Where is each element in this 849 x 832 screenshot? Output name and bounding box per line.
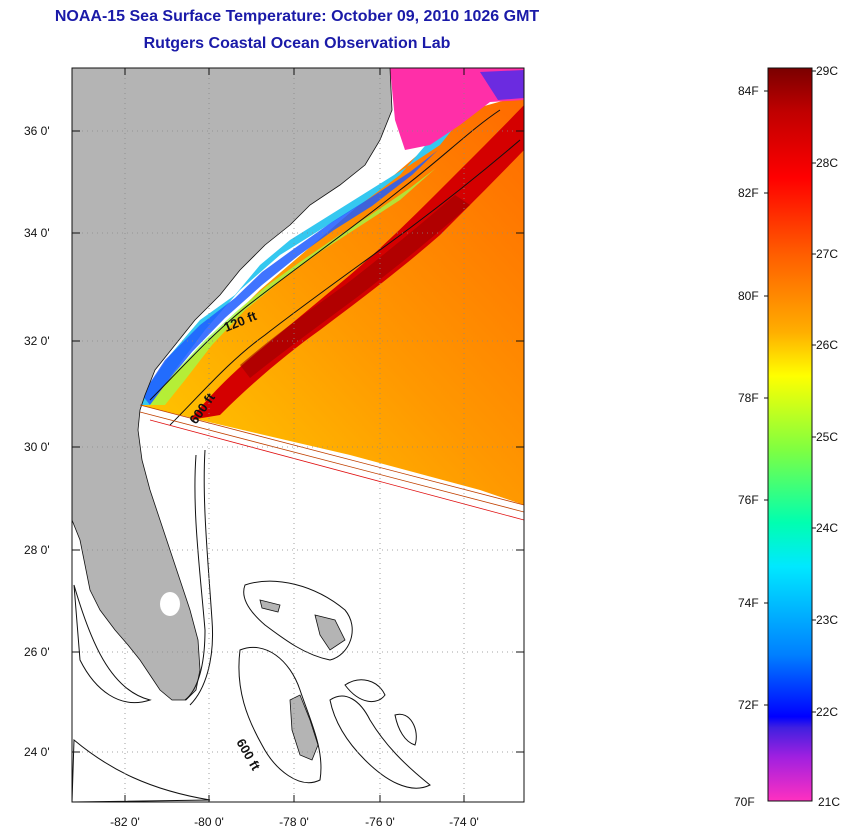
map-ticks [72,68,524,802]
map-grid [72,68,524,802]
bahamas-islands [259,599,346,761]
colorbar-c-label: 29C [816,64,838,78]
colorbar-c-label: 27C [816,247,838,261]
lat-label: 30 0' [24,440,50,454]
colorbar-gradient [767,67,813,802]
map-title: NOAA-15 Sea Surface Temperature: October… [54,8,540,25]
colorbar-f-label: 84F [738,84,759,98]
lon-label: -74 0' [449,815,479,829]
colorbar: 84F 82F 80F 78F 76F 74F 72F 70F 29C 28C … [734,64,840,809]
lon-label: -80 0' [194,815,224,829]
colorbar-f-label: 74F [738,596,759,610]
bathymetry-contours [72,109,521,802]
colorbar-f-label: 80F [738,289,759,303]
land-us-florida [72,68,393,701]
colorbar-f-label: 78F [738,391,759,405]
colorbar-c-label: 25C [816,430,838,444]
lat-label: 34 0' [24,226,50,240]
lat-label: 24 0' [24,745,50,759]
colorbar-f-label: 76F [738,493,759,507]
colorbar-c-label: 21C [818,795,840,809]
map-frame [71,67,525,803]
lat-label: 28 0' [24,543,50,557]
lon-label: -82 0' [110,815,140,829]
lon-label: -78 0' [279,815,309,829]
colorbar-c-label: 26C [816,338,838,352]
colorbar-c-label: 23C [816,613,838,627]
lat-label: 26 0' [24,645,50,659]
map-area: 120 ft 600 ft 600 ft [72,68,524,802]
colorbar-c-label: 22C [816,705,838,719]
colorbar-f-label: 72F [738,698,759,712]
lon-label: -76 0' [365,815,395,829]
colorbar-c-label: 24C [816,521,838,535]
colorbar-c-label: 28C [816,156,838,170]
lat-label: 36 0' [24,124,50,138]
colorbar-f-label: 82F [738,186,759,200]
lat-label: 32 0' [24,334,50,348]
colorbar-f-label: 70F [734,795,755,809]
map-subtitle: Rutgers Coastal Ocean Observation Lab [143,35,451,52]
